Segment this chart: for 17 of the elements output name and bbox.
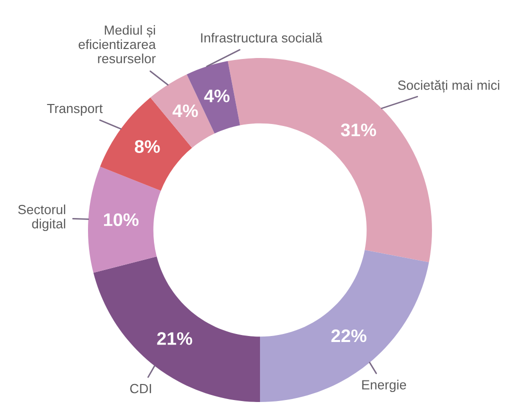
data-label: 8% (134, 140, 160, 153)
slice-label: Sectorul digital (18, 204, 66, 232)
data-label: 4% (172, 104, 198, 118)
data-label: 31% (340, 124, 376, 136)
slice-label: Societăți mai mici (398, 80, 500, 93)
data-label: 22% (331, 329, 366, 342)
data-label: 4% (204, 90, 230, 102)
slice-label: Infrastructura socială (201, 32, 322, 43)
data-label: 10% (104, 213, 139, 226)
donut-slice (93, 256, 260, 402)
slice-label: CDI (130, 384, 152, 394)
slice-label: Mediul și eficientizarea resurselor (78, 25, 156, 64)
slice-label: Energie (362, 380, 406, 392)
donut-slice (88, 166, 161, 273)
data-label: 21% (157, 332, 192, 345)
slice-label: Transport (47, 104, 103, 116)
donut-slice (260, 250, 429, 402)
